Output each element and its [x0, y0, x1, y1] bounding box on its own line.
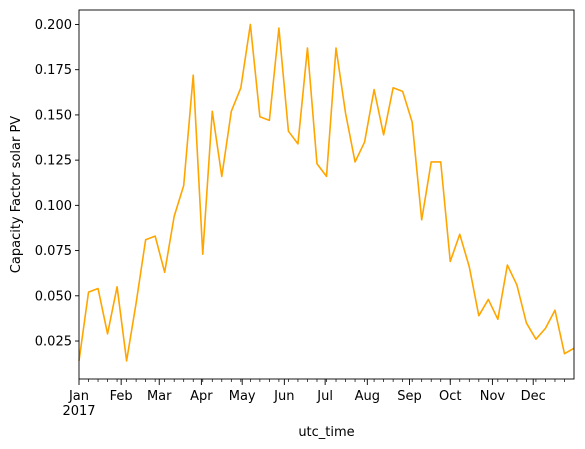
x-tick-label: Dec [521, 389, 546, 404]
x-tick-label: Jun [273, 389, 294, 404]
x-minor-ticks [88, 379, 565, 382]
x-tick-label: Apr [190, 389, 213, 404]
x-tick-label: Oct [439, 389, 461, 404]
x-tick-year-label: 2017 [62, 404, 95, 419]
y-tick-label: 0.075 [35, 244, 72, 259]
x-tick-label: May [229, 389, 256, 404]
y-tick-label: 0.150 [35, 108, 72, 123]
y-tick-label: 0.050 [35, 289, 72, 304]
y-tick-label: 0.175 [35, 63, 72, 78]
x-axis-label: utc_time [298, 425, 354, 440]
x-tick-label: Mar [147, 389, 172, 404]
x-tick-label: Jan [68, 389, 89, 404]
plot-frame [78, 9, 575, 380]
y-tick-label: 0.100 [35, 199, 72, 214]
x-tick-label: Jul [316, 389, 333, 404]
y-axis: 0.025 0.050 0.075 0.100 0.125 0.150 0.175 0.200 [35, 18, 79, 350]
x-tick-label: Sep [397, 389, 422, 404]
series-line-solar-pv [78, 23, 575, 362]
y-tick-label: 0.025 [35, 335, 72, 350]
x-tick-label: Aug [355, 389, 380, 404]
y-tick-label: 0.200 [35, 18, 72, 33]
y-axis-label: Capacity Factor solar PV [9, 116, 24, 273]
x-tick-label: Nov [480, 389, 506, 404]
x-tick-label: Feb [110, 389, 133, 404]
y-tick-label: 0.125 [35, 154, 72, 169]
